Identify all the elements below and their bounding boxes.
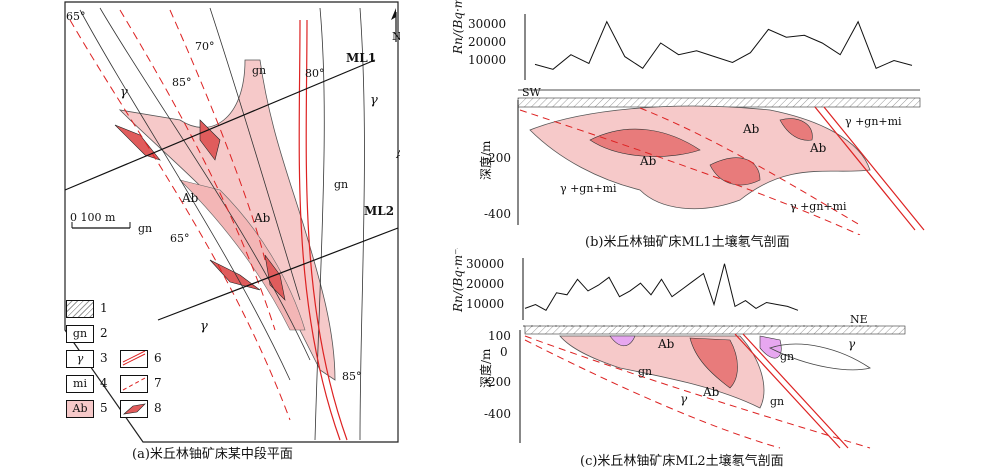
rock-label: Ab (809, 141, 827, 155)
rn-tick: 20000 (468, 35, 506, 49)
fault-line (734, 333, 841, 449)
rn-axis-label: Rn/(Bq·m⁻³) (451, 0, 465, 55)
depth-tick: -400 (484, 207, 511, 221)
dip-label: 85° (342, 370, 362, 383)
profile-line-ml1 (64, 59, 376, 191)
panel-a-map: 65° 70° 85° 80° 65° 85° ML1 ML2 N A′ 0 1… (64, 1, 400, 443)
legend-swatch-4: mi (66, 375, 94, 393)
dip-label: 65° (170, 232, 190, 245)
panel-b: Rn/(Bq·m⁻³) 30000 20000 10000 SW -200 -4… (451, 0, 925, 235)
rn-tick: 10000 (466, 297, 504, 311)
scale-label: 0 100 m (70, 211, 116, 224)
depth-tick: -200 (484, 375, 511, 389)
dip-label: 85° (172, 76, 192, 89)
ore-body (209, 259, 261, 291)
ore-body (689, 337, 738, 389)
surface-layer (517, 97, 921, 108)
profile-label-ml2: ML2 (364, 204, 394, 218)
point-label: A′ (395, 148, 400, 161)
rock-label: γ +gn+mi (845, 115, 902, 128)
rn-tick: 10000 (468, 53, 506, 67)
rock-label: Ab (253, 211, 271, 225)
ore-body (114, 124, 161, 161)
fault-line (298, 19, 341, 441)
map-frame (64, 1, 399, 443)
depth-tick: 100 (488, 329, 511, 343)
caption-c: (c)米丘林铀矿床ML2土壤氡气剖面 (580, 454, 784, 469)
panel-c: Rn/(Bq·m⁻³) 30000 20000 10000 NE 100 0 -… (451, 248, 906, 449)
end-label: NE (850, 313, 868, 326)
rock-label: Ab (702, 385, 720, 399)
rock-label: Ab (639, 154, 657, 168)
rock-label: Ab (657, 337, 675, 351)
ore-body (264, 254, 286, 301)
caption-b: (b)米丘林铀矿床ML1土壤氡气剖面 (585, 235, 790, 250)
legend-swatch-1 (66, 300, 94, 318)
dip-label: 65° (66, 10, 86, 23)
rn-tick: 20000 (466, 277, 504, 291)
depth-tick: 0 (500, 345, 508, 359)
ore-body (779, 118, 813, 141)
rock-label: Ab (181, 191, 199, 205)
caption-a: (a)米丘林铀矿床某中段平面 (132, 447, 293, 462)
rock-label: γ (200, 319, 208, 334)
rock-label: gn (334, 178, 348, 191)
profile-label-ml1: ML1 (346, 51, 376, 65)
fault-line (814, 106, 916, 231)
rn-tick: 30000 (468, 17, 506, 31)
rock-label: γ +gn+mi (790, 200, 847, 213)
rock-label: γ +gn+mi (560, 182, 617, 195)
alteration-body (609, 335, 636, 347)
depth-tick: -200 (484, 151, 511, 165)
legend-swatch-5: Ab (66, 400, 94, 418)
rock-label: γ (370, 93, 378, 108)
depth-axis-label: 深度/m (478, 348, 493, 388)
legend-swatch-7 (120, 375, 148, 393)
rock-label: γ (680, 392, 688, 406)
rock-label: gn (252, 64, 266, 77)
dip-label: 70° (195, 40, 215, 53)
rn-series-line-c (524, 263, 799, 311)
alteration-body (759, 335, 782, 359)
rock-label: γ (120, 85, 128, 100)
depth-axis-label: 深度/m (478, 140, 493, 180)
surface-layer (524, 325, 906, 335)
ore-body (589, 128, 701, 157)
rock-label: gn (780, 350, 794, 363)
dip-label: 80° (305, 67, 325, 80)
rn-axis-label: Rn/(Bq·m⁻³) (451, 248, 465, 313)
legend-swatch-6 (120, 350, 148, 368)
legend: 1 gn 2 γ 3 mi 4 Ab 5 6 7 8 (66, 300, 176, 430)
ore-body (709, 157, 761, 186)
profile-line-ml2 (157, 227, 399, 321)
legend-swatch-2: gn (66, 325, 94, 343)
depth-tick: -400 (484, 407, 511, 421)
end-label: SW (522, 86, 542, 99)
north-label: N (392, 30, 400, 43)
rock-label: gn (138, 222, 152, 235)
rock-label: γ (848, 337, 856, 351)
rn-tick: 30000 (466, 257, 504, 271)
legend-swatch-3: γ (66, 350, 94, 368)
rock-label: Ab (742, 122, 760, 136)
rock-label: gn (770, 395, 784, 408)
legend-swatch-8 (120, 400, 148, 418)
rn-series-line-b (534, 20, 913, 70)
rock-label: gn (638, 365, 652, 378)
